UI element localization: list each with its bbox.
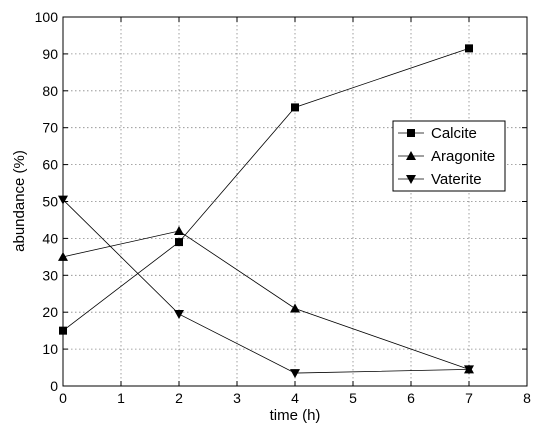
x-tick-label: 0 [59, 390, 67, 406]
y-tick-label: 90 [42, 46, 58, 62]
y-tick-label: 50 [42, 194, 58, 210]
legend-marker-aragonite [406, 151, 416, 160]
series-vaterite [58, 195, 474, 379]
y-tick-label: 60 [42, 157, 58, 173]
calcite-line [62, 47, 470, 331]
series-layer [58, 44, 474, 379]
y-tick-label: 100 [35, 9, 59, 25]
x-tick-label: 3 [233, 390, 241, 406]
legend: Calcite Aragonite Vaterite [392, 120, 506, 192]
x-tick-label: 6 [407, 390, 415, 406]
aragonite-point [290, 303, 300, 313]
ticks [62, 16, 528, 387]
x-tick-label: 4 [291, 390, 299, 406]
calcite-point [465, 44, 473, 53]
x-tick-label: 8 [523, 390, 531, 406]
grid [63, 17, 527, 386]
x-tick-label: 1 [117, 390, 125, 406]
calcite-point [175, 238, 183, 247]
y-tick-label: 80 [42, 83, 58, 99]
vaterite-point [464, 365, 474, 375]
y-tick-label: 70 [42, 120, 58, 136]
y-tick-label: 10 [42, 341, 58, 357]
legend-label-calcite: Calcite [431, 125, 477, 142]
y-tick-label: 30 [42, 267, 58, 283]
vaterite-point [290, 369, 300, 379]
legend-marker-calcite [407, 129, 415, 137]
legend-label-vaterite: Vaterite [431, 171, 482, 188]
aragonite-line [62, 230, 470, 370]
vaterite-point [174, 310, 184, 320]
x-tick-label: 2 [175, 390, 183, 406]
legend-label-aragonite: Aragonite [431, 148, 495, 165]
x-axis-label: time (h) [270, 407, 321, 424]
y-axis-label: abundance (%) [11, 150, 28, 252]
x-tick-label: 7 [465, 390, 473, 406]
y-tick-label: 0 [50, 378, 58, 394]
x-tick-label: 5 [349, 390, 357, 406]
y-tick-label: 20 [42, 304, 58, 320]
vaterite-line [62, 199, 470, 374]
calcite-point [291, 103, 299, 112]
aragonite-point [174, 226, 184, 236]
legend-marker-vaterite [406, 175, 416, 184]
y-tick-label: 40 [42, 230, 58, 246]
